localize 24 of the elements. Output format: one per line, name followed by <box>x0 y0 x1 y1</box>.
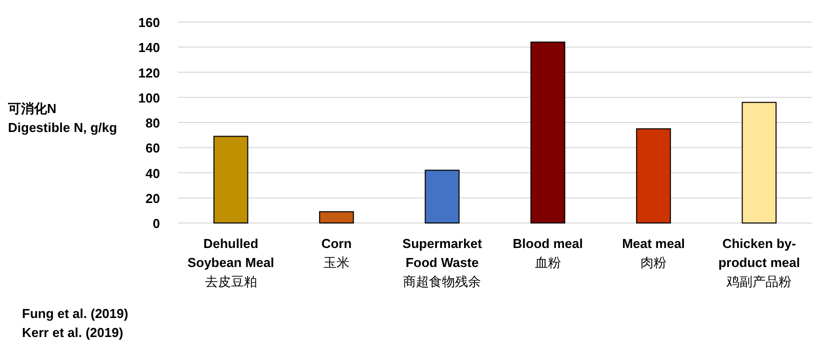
y-tick-label: 140 <box>138 40 160 56</box>
y-axis-title: 可消化N Digestible N, g/kg <box>7 101 118 135</box>
x-tick-label: Supermarket Food Waste 商超食物残余 <box>402 236 483 289</box>
y-tick-label: 80 <box>146 116 160 130</box>
y-tick-label: 60 <box>146 140 160 156</box>
y-tick-label: 40 <box>146 166 160 181</box>
text: Fung et al. (2019) <box>22 306 128 321</box>
x-tick-label: Chicken by- product meal 鸡副产品粉 <box>718 236 800 289</box>
x-tick-label: Meat meal 肉粉 <box>622 236 685 270</box>
y-tick-label: 20 <box>146 190 160 206</box>
bar <box>530 42 566 224</box>
x-tick-label: Corn 玉米 <box>321 236 352 270</box>
y-tick-label: 120 <box>138 65 160 80</box>
text: Kerr et al. (2019) <box>22 325 124 340</box>
bar <box>319 211 354 224</box>
x-tick-label: Dehulled Soybean Meal 去皮豆粕 <box>187 236 274 289</box>
bar <box>213 136 248 224</box>
y-tick-label: 0 <box>152 216 160 231</box>
bar <box>424 170 460 224</box>
y-tick-label: 160 <box>138 15 160 30</box>
y-tick-label: 100 <box>138 90 160 106</box>
x-tick-label: Blood meal 血粉 <box>512 236 583 270</box>
bar <box>742 102 777 224</box>
bar <box>636 128 671 224</box>
